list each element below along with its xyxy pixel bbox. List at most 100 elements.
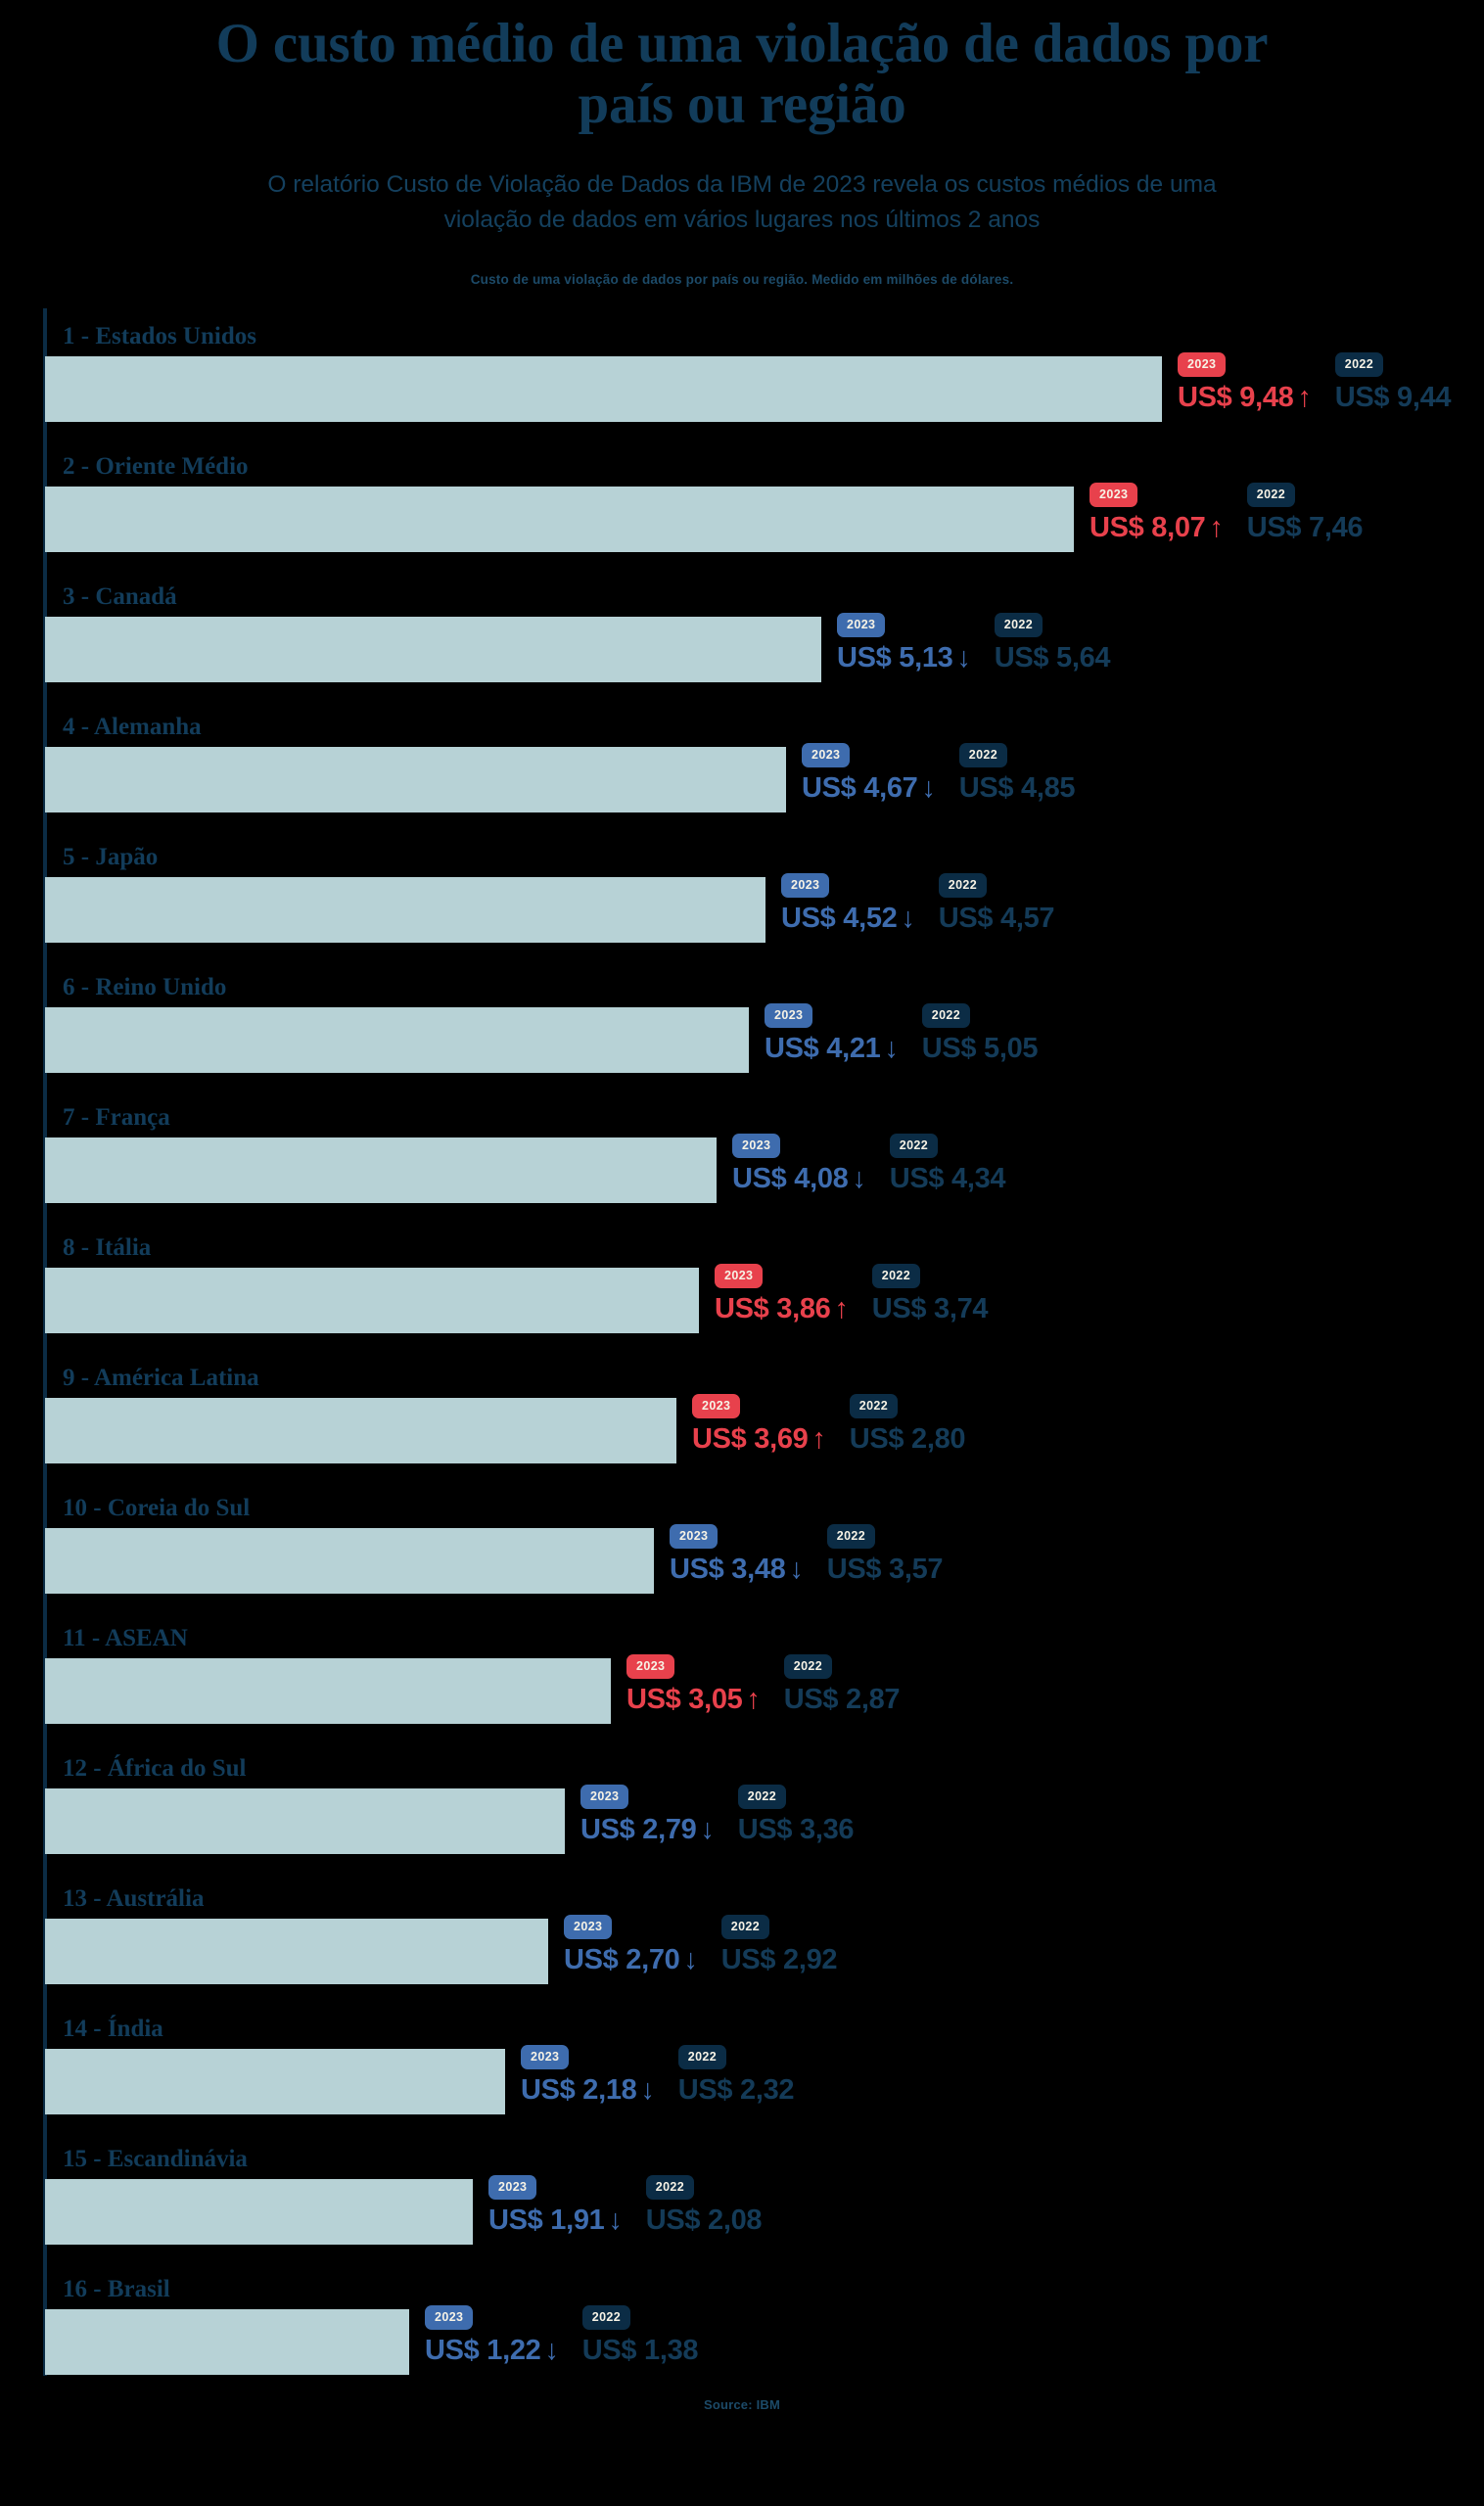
row-label: 15 - Escandinávia bbox=[63, 2146, 248, 2173]
pill-row-2022: 2022 bbox=[720, 1915, 838, 1939]
value-group-2022: 2022 US$ 1,38 bbox=[581, 2305, 699, 2365]
arrow-down-icon: ↓ bbox=[789, 1554, 805, 1586]
year-badge-2022: 2022 bbox=[1334, 352, 1384, 377]
value-2022: US$ 2,08 bbox=[645, 2204, 763, 2237]
arrow-down-icon: ↓ bbox=[884, 1033, 900, 1065]
row-label: 4 - Alemanha bbox=[63, 714, 202, 741]
year-badge-2023: 2023 bbox=[521, 2045, 570, 2069]
row-label: 8 - Itália bbox=[63, 1234, 152, 1262]
pill-row-2022: 2022 bbox=[938, 873, 1055, 898]
value-group-2022: 2022 US$ 2,80 bbox=[849, 1394, 966, 1454]
pill-row-2023: 2023 bbox=[1090, 483, 1224, 507]
value-2022: US$ 4,57 bbox=[938, 903, 1055, 935]
row-label: 16 - Brasil bbox=[63, 2276, 170, 2303]
value-2023: US$ 2,18 ↓ bbox=[521, 2076, 655, 2105]
value-2022: US$ 3,57 bbox=[826, 1554, 944, 1586]
value-group-2022: 2022 US$ 3,74 bbox=[871, 1264, 989, 1325]
year-badge-2022: 2022 bbox=[737, 1785, 787, 1809]
bar-value-labels: 2023 US$ 2,18 ↓ 2022 US$ 2,32 bbox=[521, 2045, 795, 2121]
year-badge-2022: 2022 bbox=[938, 873, 988, 898]
value-2023: US$ 9,48 ↑ bbox=[1178, 384, 1312, 412]
bar-value-labels: 2023 US$ 1,22 ↓ 2022 US$ 1,38 bbox=[425, 2305, 699, 2382]
chart-row: 12 - África do Sul 2023 US$ 2,79 ↓ 2022 US$ 3… bbox=[45, 1740, 1484, 1871]
arrow-down-icon: ↓ bbox=[608, 2204, 624, 2237]
bar-2023 bbox=[45, 1788, 565, 1855]
value-2023: US$ 2,70 ↓ bbox=[564, 1946, 698, 1974]
arrow-up-icon: ↑ bbox=[1209, 512, 1225, 544]
source-credit: Source: IBM bbox=[703, 2397, 781, 2413]
value-2023: US$ 5,13 ↓ bbox=[837, 644, 971, 673]
value-group-2022: 2022 US$ 4,57 bbox=[938, 873, 1055, 935]
value-2022: US$ 2,87 bbox=[783, 1684, 901, 1716]
year-badge-2022: 2022 bbox=[645, 2175, 695, 2200]
year-badge-2023: 2023 bbox=[626, 1654, 675, 1679]
value-2023-text: US$ 3,05 bbox=[626, 1684, 743, 1716]
value-2023: US$ 2,79 ↓ bbox=[580, 1816, 715, 1844]
chart-row: 9 - América Latina 2023 US$ 3,69 ↑ 2022 US$ 2… bbox=[45, 1350, 1484, 1480]
value-2023: US$ 8,07 ↑ bbox=[1090, 514, 1224, 542]
value-group-2022: 2022 US$ 2,32 bbox=[677, 2045, 795, 2107]
bar-2023 bbox=[45, 1919, 548, 1985]
pill-row-2022: 2022 bbox=[871, 1264, 989, 1288]
pill-row-2023: 2023 bbox=[580, 1785, 715, 1809]
pill-row-2023: 2023 bbox=[425, 2305, 559, 2330]
value-group-2022: 2022 US$ 2,87 bbox=[783, 1654, 901, 1716]
value-2023-text: US$ 4,08 bbox=[732, 1163, 849, 1195]
value-2023: US$ 4,08 ↓ bbox=[732, 1165, 866, 1193]
value-2023: US$ 4,21 ↓ bbox=[765, 1035, 899, 1063]
row-label: 9 - América Latina bbox=[63, 1365, 259, 1392]
arrow-up-icon: ↑ bbox=[746, 1684, 762, 1716]
value-2023: US$ 3,86 ↑ bbox=[715, 1295, 849, 1323]
chart-row: 6 - Reino Unido 2023 US$ 4,21 ↓ 2022 US$ 5,05 bbox=[45, 959, 1484, 1090]
year-badge-2023: 2023 bbox=[564, 1915, 613, 1939]
value-group-2022: 2022 US$ 4,34 bbox=[889, 1134, 1006, 1193]
chart-row: 14 - Índia 2023 US$ 2,18 ↓ 2022 US$ 2,32 bbox=[45, 2001, 1484, 2131]
value-group-2022: 2022 US$ 4,85 bbox=[958, 743, 1076, 803]
bar-2023 bbox=[45, 1398, 676, 1464]
row-label: 14 - Índia bbox=[63, 2016, 163, 2043]
value-2022: US$ 7,46 bbox=[1246, 512, 1364, 544]
bar-2023 bbox=[45, 1137, 717, 1204]
chart-row: 2 - Oriente Médio 2023 US$ 8,07 ↑ 2022 US$ 7,… bbox=[45, 439, 1484, 569]
bar-value-labels: 2023 US$ 5,13 ↓ 2022 US$ 5,64 bbox=[837, 613, 1111, 689]
arrow-up-icon: ↑ bbox=[812, 1423, 827, 1456]
value-2022: US$ 2,32 bbox=[677, 2074, 795, 2107]
chart-row: 4 - Alemanha 2023 US$ 4,67 ↓ 2022 US$ 4,85 bbox=[45, 699, 1484, 829]
value-2023: US$ 4,67 ↓ bbox=[802, 774, 936, 803]
chart-row: 8 - Itália 2023 US$ 3,86 ↑ 2022 US$ 3,74 bbox=[45, 1220, 1484, 1350]
year-badge-2022: 2022 bbox=[783, 1654, 833, 1679]
bar-value-labels: 2023 US$ 4,52 ↓ 2022 US$ 4,57 bbox=[781, 873, 1055, 950]
value-group-2022: 2022 US$ 2,92 bbox=[720, 1915, 838, 1974]
bar-value-labels: 2023 US$ 2,79 ↓ 2022 US$ 3,36 bbox=[580, 1785, 855, 1861]
bar-value-labels: 2023 US$ 3,48 ↓ 2022 US$ 3,57 bbox=[670, 1524, 944, 1601]
value-group-2022: 2022 US$ 3,36 bbox=[737, 1785, 855, 1846]
bar-2023 bbox=[45, 356, 1162, 423]
pill-row-2023: 2023 bbox=[488, 2175, 623, 2200]
chart-row: 10 - Coreia do Sul 2023 US$ 3,48 ↓ 2022 US$ 3… bbox=[45, 1480, 1484, 1610]
value-2023: US$ 1,91 ↓ bbox=[488, 2206, 623, 2235]
arrow-down-icon: ↓ bbox=[544, 2335, 560, 2367]
value-2023-text: US$ 4,67 bbox=[802, 772, 918, 805]
value-group-2022: 2022 US$ 2,08 bbox=[645, 2175, 763, 2237]
value-2022: US$ 3,36 bbox=[737, 1814, 855, 1846]
pill-row-2023: 2023 bbox=[732, 1134, 866, 1158]
year-badge-2022: 2022 bbox=[581, 2305, 631, 2330]
pill-row-2023: 2023 bbox=[670, 1524, 804, 1549]
year-badge-2023: 2023 bbox=[732, 1134, 781, 1158]
bar-value-labels: 2023 US$ 4,21 ↓ 2022 US$ 5,05 bbox=[765, 1003, 1039, 1080]
arrow-down-icon: ↓ bbox=[852, 1163, 867, 1195]
chart-row: 3 - Canadá 2023 US$ 5,13 ↓ 2022 US$ 5,64 bbox=[45, 569, 1484, 699]
arrow-up-icon: ↑ bbox=[834, 1293, 850, 1325]
row-label: 2 - Oriente Médio bbox=[63, 453, 249, 481]
year-badge-2023: 2023 bbox=[580, 1785, 629, 1809]
value-group-2023: 2023 US$ 2,18 ↓ bbox=[521, 2045, 655, 2105]
value-2022: US$ 3,74 bbox=[871, 1293, 989, 1325]
chart-row: 15 - Escandinávia 2023 US$ 1,91 ↓ 2022 US$ 2,… bbox=[45, 2131, 1484, 2261]
value-group-2023: 2023 US$ 3,48 ↓ bbox=[670, 1524, 804, 1584]
pill-row-2022: 2022 bbox=[1334, 352, 1452, 377]
pill-row-2022: 2022 bbox=[645, 2175, 763, 2200]
value-2023-text: US$ 1,22 bbox=[425, 2335, 541, 2367]
chart-row: 1 - Estados Unidos 2023 US$ 9,48 ↑ 2022 US$ 9… bbox=[45, 308, 1484, 439]
value-group-2022: 2022 US$ 9,44 bbox=[1334, 352, 1452, 412]
chart-row: 13 - Austrália 2023 US$ 2,70 ↓ 2022 US$ 2,92 bbox=[45, 1871, 1484, 2001]
